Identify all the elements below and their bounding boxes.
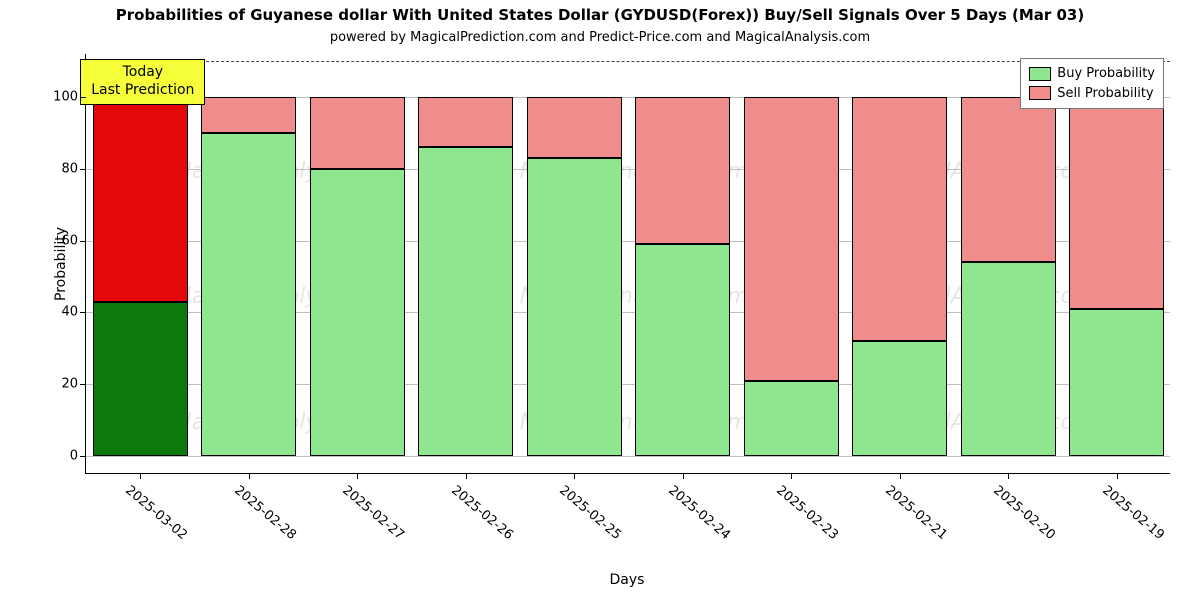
bar-slot [310,54,405,473]
ytick-label: 0 [70,449,78,464]
chart-title: Probabilities of Guyanese dollar With Un… [0,6,1200,24]
xtick-mark [1117,473,1118,479]
bar-buy [418,147,513,456]
xtick-label: 2025-02-24 [665,483,733,543]
legend-row: Sell Probability [1029,84,1155,104]
bar-sell [310,97,405,169]
ytick-label: 60 [61,233,78,248]
xtick-mark [900,473,901,479]
x-axis-label: Days [610,572,645,588]
bar-slot [527,54,622,473]
bar-sell [201,97,296,133]
ytick-mark [80,97,86,98]
bar-slot [418,54,513,473]
bar-sell [852,97,947,341]
bar-slot [93,54,188,473]
bar-sell [744,97,839,381]
xtick-label: 2025-02-28 [231,483,299,543]
legend-row: Buy Probability [1029,64,1155,84]
xtick-mark [791,473,792,479]
ytick-mark [80,384,86,385]
bars-container [86,54,1170,473]
legend-swatch [1029,67,1051,81]
bar-buy [93,302,188,456]
plot-area: MagicalAnalysis.comMagicalAnalysis.comMa… [85,54,1170,474]
legend: Buy ProbabilitySell Probability [1020,58,1164,109]
bar-slot [1069,54,1164,473]
ytick-label: 20 [61,377,78,392]
bar-buy [744,381,839,456]
chart-root: Probabilities of Guyanese dollar With Un… [0,0,1200,600]
bar-buy [852,341,947,456]
bar-sell [93,97,188,302]
bar-buy [1069,309,1164,456]
xtick-mark [683,473,684,479]
ytick-label: 100 [53,90,78,105]
bar-sell [1069,97,1164,309]
annotation-line: Today [91,64,194,82]
xtick-label: 2025-02-25 [557,483,625,543]
bar-buy [635,244,730,456]
bar-slot [635,54,730,473]
ytick-mark [80,456,86,457]
xtick-label: 2025-02-27 [340,483,408,543]
bar-slot [201,54,296,473]
bar-slot [961,54,1056,473]
xtick-mark [574,473,575,479]
legend-label: Sell Probability [1057,84,1153,104]
annotation-line: Last Prediction [91,82,194,100]
bar-buy [527,158,622,456]
xtick-mark [249,473,250,479]
chart-subtitle: powered by MagicalPrediction.com and Pre… [0,30,1200,45]
today-annotation: TodayLast Prediction [80,59,205,105]
bar-buy [201,133,296,456]
xtick-mark [466,473,467,479]
bar-buy [961,262,1056,456]
bar-sell [961,97,1056,262]
xtick-label: 2025-02-23 [774,483,842,543]
bar-sell [418,97,513,147]
xtick-mark [357,473,358,479]
legend-label: Buy Probability [1057,64,1155,84]
ytick-mark [80,312,86,313]
legend-swatch [1029,86,1051,100]
ytick-label: 80 [61,161,78,176]
xtick-mark [140,473,141,479]
bar-sell [635,97,730,244]
xtick-label: 2025-02-26 [448,483,516,543]
xtick-mark [1008,473,1009,479]
bar-sell [527,97,622,158]
xtick-label: 2025-03-02 [123,483,191,543]
xtick-label: 2025-02-21 [882,483,950,543]
xtick-label: 2025-02-19 [1099,483,1167,543]
bar-slot [744,54,839,473]
bar-buy [310,169,405,456]
ytick-label: 40 [61,305,78,320]
xtick-label: 2025-02-20 [991,483,1059,543]
bar-slot [852,54,947,473]
ytick-mark [80,169,86,170]
ytick-mark [80,241,86,242]
